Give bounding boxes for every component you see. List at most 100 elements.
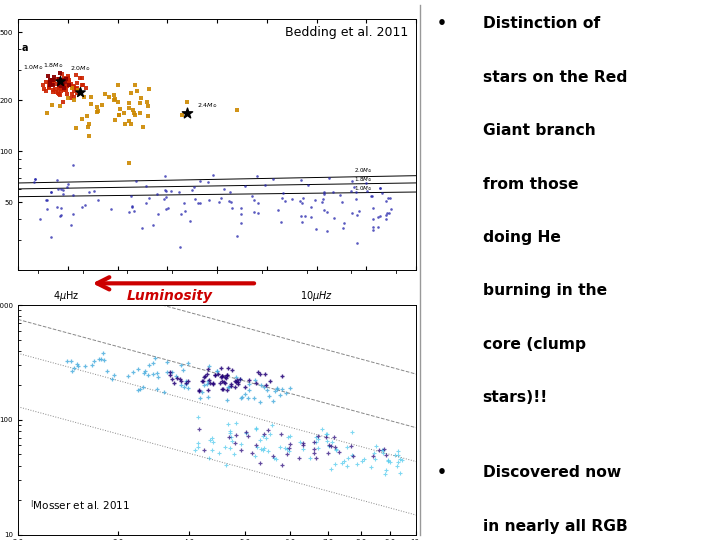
Point xyxy=(68,83,80,91)
Point xyxy=(56,69,68,78)
Point xyxy=(367,226,379,234)
Point xyxy=(177,365,189,374)
Point xyxy=(230,377,241,386)
Point xyxy=(54,212,66,220)
Point xyxy=(212,367,223,375)
Point xyxy=(330,443,341,451)
Point xyxy=(374,446,385,455)
Point xyxy=(63,81,75,90)
Point xyxy=(76,115,88,124)
Point xyxy=(176,111,188,119)
Point xyxy=(58,73,70,82)
Point xyxy=(86,93,97,102)
Point xyxy=(194,199,205,207)
Point xyxy=(46,75,58,84)
Point xyxy=(47,80,58,89)
Point xyxy=(351,210,363,219)
Point xyxy=(123,116,135,125)
Point xyxy=(181,379,192,387)
Point xyxy=(235,440,246,449)
Point xyxy=(114,105,125,113)
Point xyxy=(127,207,139,215)
Point xyxy=(196,388,207,396)
Point xyxy=(297,193,308,202)
Point xyxy=(270,455,282,463)
Point xyxy=(50,87,62,96)
Point xyxy=(45,80,56,89)
Point xyxy=(274,443,286,451)
Point xyxy=(232,232,243,240)
Point xyxy=(392,447,404,455)
Point xyxy=(42,71,53,80)
Text: 2.4$M_{\odot}$: 2.4$M_{\odot}$ xyxy=(197,102,217,110)
Point xyxy=(257,431,269,440)
Point xyxy=(258,430,270,439)
Point xyxy=(143,370,154,379)
Point xyxy=(176,209,187,218)
Point xyxy=(186,186,198,194)
Point xyxy=(305,203,317,212)
Point xyxy=(151,384,163,393)
Point xyxy=(275,429,287,438)
Point xyxy=(178,199,189,208)
Point xyxy=(203,376,215,385)
Text: stars)!!: stars)!! xyxy=(482,390,548,406)
Point xyxy=(322,227,333,235)
Point xyxy=(284,439,295,448)
Point xyxy=(225,433,237,442)
Point xyxy=(202,364,214,373)
Point xyxy=(161,357,172,366)
Text: Distinction of: Distinction of xyxy=(482,16,600,31)
Point xyxy=(222,420,234,428)
Point xyxy=(50,85,61,93)
Point xyxy=(368,452,379,461)
Point xyxy=(54,80,66,89)
Point xyxy=(287,194,298,203)
Point xyxy=(333,448,345,457)
Point xyxy=(230,373,242,381)
Point xyxy=(161,368,173,376)
Point xyxy=(222,383,234,392)
Text: stars on the Red: stars on the Red xyxy=(482,70,627,85)
Point xyxy=(89,187,100,195)
Point xyxy=(147,370,158,379)
Point xyxy=(45,187,57,196)
Point xyxy=(323,441,335,450)
Point xyxy=(48,86,59,95)
Point xyxy=(54,69,66,78)
Text: $^{|}$Mosser et al. 2011: $^{|}$Mosser et al. 2011 xyxy=(30,498,130,512)
Point xyxy=(127,105,139,114)
Point xyxy=(279,443,291,452)
Point xyxy=(267,396,279,405)
Point xyxy=(235,218,247,227)
Point xyxy=(325,464,337,473)
Point xyxy=(56,83,68,92)
Point xyxy=(253,199,264,208)
Point xyxy=(129,110,140,119)
Point xyxy=(164,368,176,376)
Point xyxy=(240,429,251,438)
Text: 2.0$M_{\odot}$: 2.0$M_{\odot}$ xyxy=(71,64,91,73)
Point xyxy=(262,447,274,455)
Point xyxy=(321,437,333,445)
Point xyxy=(152,210,163,218)
Point xyxy=(249,451,261,460)
Point xyxy=(296,218,307,227)
Point xyxy=(138,369,150,377)
Point xyxy=(261,386,273,394)
Point xyxy=(47,87,58,96)
Point xyxy=(109,371,120,380)
Point xyxy=(97,348,109,357)
Text: core (clump: core (clump xyxy=(482,337,586,352)
Text: 2.0$M_{\odot}$: 2.0$M_{\odot}$ xyxy=(354,166,372,175)
Point xyxy=(40,195,52,204)
Point xyxy=(66,367,78,375)
Point xyxy=(55,87,67,96)
Point xyxy=(53,76,65,85)
Point xyxy=(276,194,288,202)
Point xyxy=(48,76,59,84)
Point xyxy=(107,374,118,383)
Point xyxy=(65,220,76,229)
Point xyxy=(381,211,392,219)
Point xyxy=(366,192,378,201)
